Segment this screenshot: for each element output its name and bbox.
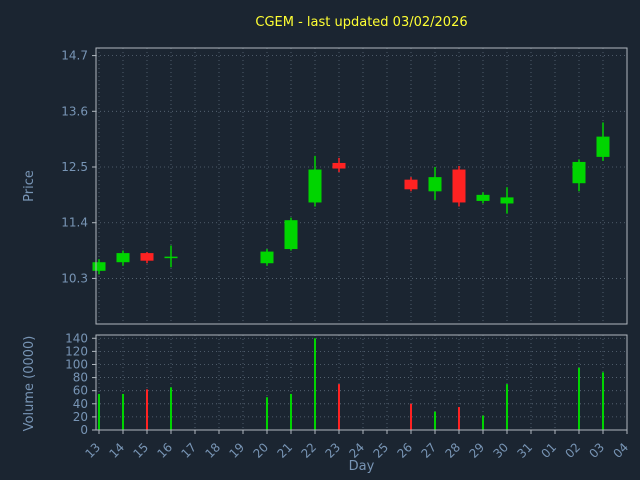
candle-body [116, 253, 130, 263]
price-axis-label: Price [22, 170, 37, 202]
candle-body [500, 197, 514, 204]
chart-title: CGEM - last updated 03/02/2026 [255, 15, 467, 30]
price-tick-label: 10.3 [61, 271, 88, 285]
grid-lines [96, 48, 628, 431]
candles [92, 122, 610, 275]
candle-body [452, 169, 466, 203]
candle-body [572, 161, 586, 184]
volume-bar [458, 407, 460, 430]
volume-tick-label: 40 [73, 397, 88, 411]
candle-body [140, 253, 154, 261]
volume-bar [338, 384, 340, 430]
volume-bar [434, 411, 436, 430]
price-tick-label: 11.4 [61, 216, 88, 230]
volume-bar [290, 393, 292, 430]
volume-bar [122, 393, 124, 430]
candle-body [260, 251, 274, 264]
volume-tick-label: 60 [73, 384, 88, 398]
price-tick-label: 12.5 [61, 160, 88, 174]
volume-tick-label: 0 [80, 423, 88, 437]
candle-body [332, 162, 346, 169]
volume-tick-label: 20 [73, 410, 88, 424]
volume-tick-label: 100 [65, 357, 88, 371]
volume-bar [266, 397, 268, 430]
candle-body [92, 262, 106, 271]
candle-body [596, 136, 610, 157]
volume-bar [578, 367, 580, 430]
candle-body [476, 194, 490, 201]
volume-bar [482, 415, 484, 430]
volume-axis-label: Volume (0000) [22, 336, 37, 432]
volume-tick-label: 140 [65, 331, 88, 345]
volume-bar [146, 389, 148, 430]
candle-body [308, 169, 322, 203]
x-axis-label: Day [349, 459, 375, 474]
volume-tick-label: 120 [65, 344, 88, 358]
volume-bar [170, 387, 172, 430]
volume-bars [98, 338, 604, 430]
volume-bar [314, 338, 316, 430]
volume-bar [506, 384, 508, 430]
candle-body [428, 177, 442, 192]
candle-body [404, 179, 418, 190]
axes-spines [95, 47, 628, 431]
volume-bar [410, 403, 412, 430]
volume-bar [98, 393, 100, 430]
volume-bar [602, 372, 604, 430]
price-tick-label: 14.7 [61, 49, 88, 63]
candle-body [284, 220, 298, 250]
candle-body [164, 256, 178, 259]
volume-tick-label: 80 [73, 371, 88, 385]
price-tick-label: 13.6 [61, 104, 88, 118]
